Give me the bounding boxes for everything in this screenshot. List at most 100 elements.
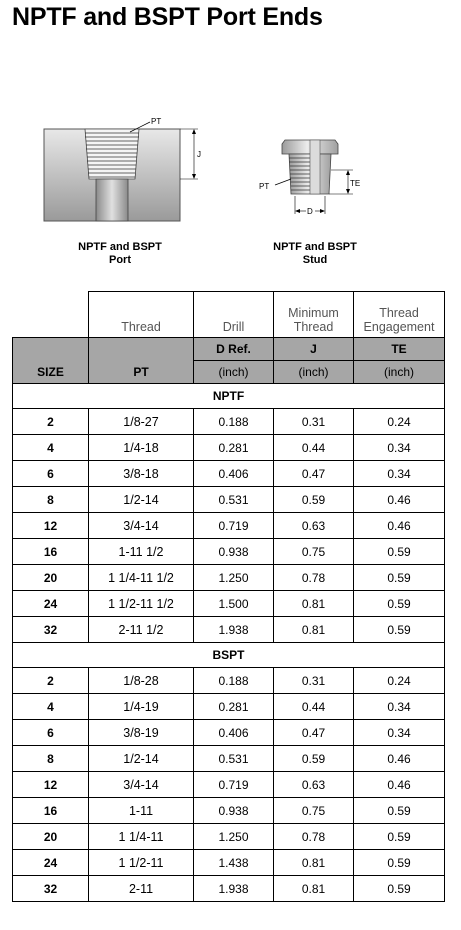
port-spec-table: Thread Drill Minimum Thread Thread Engagem… [12,291,445,902]
thread-cell: 2-11 1/2 [88,616,194,643]
te-cell: 0.59 [353,849,445,876]
thread-cell: 1 1/2-11 1/2 [88,590,194,617]
size-cell: 8 [12,486,89,513]
port-pt-label: PT [151,117,161,126]
table-row: 2 1/8-27 0.188 0.31 0.24 [12,408,445,435]
te-cell: 0.59 [353,797,445,824]
blank-cell [12,291,89,338]
section-header-bspt: BSPT [12,642,445,668]
table-row: 20 1 1/4-11 1.250 0.78 0.59 [12,823,445,850]
thread-cell: 1/2-14 [88,745,194,772]
te-cell: 0.59 [353,590,445,617]
thread-cell: 3/8-18 [88,460,194,487]
drill-cell: 0.406 [193,460,274,487]
te-cell: 0.46 [353,486,445,513]
port-j-label: J [197,150,201,159]
header-d-ref: D Ref. [193,337,274,361]
drill-cell: 0.719 [193,512,274,539]
minimum-thread-label: Minimum Thread [273,291,354,338]
te-cell: 0.34 [353,434,445,461]
thread-cell: 3/8-19 [88,719,194,746]
section-title: BSPT [12,642,445,668]
unit-te: (inch) [353,360,445,384]
j-cell: 0.78 [273,564,354,591]
drill-cell: 0.188 [193,408,274,435]
thread-cell: 1/4-18 [88,434,194,461]
j-cell: 0.81 [273,616,354,643]
stud-te-label: TE [350,179,360,188]
table-row: 8 1/2-14 0.531 0.59 0.46 [12,486,445,513]
te-cell: 0.59 [353,823,445,850]
section-header-nptf: NPTF [12,383,445,409]
size-cell: 32 [12,616,89,643]
size-cell: 8 [12,745,89,772]
thread-cell: 3/4-14 [88,512,194,539]
size-cell: 4 [12,434,89,461]
thread-cell: 1 1/4-11 1/2 [88,564,194,591]
table-row: 12 3/4-14 0.719 0.63 0.46 [12,512,445,539]
stud-d-label: D [307,207,313,216]
table-row: 12 3/4-14 0.719 0.63 0.46 [12,771,445,798]
thread-cell: 2-11 [88,875,194,902]
thread-cell: 1 1/2-11 [88,849,194,876]
te-cell: 0.59 [353,616,445,643]
te-cell: 0.34 [353,719,445,746]
j-cell: 0.44 [273,693,354,720]
j-cell: 0.63 [273,771,354,798]
header-j: J [273,337,354,361]
te-cell: 0.59 [353,875,445,902]
stud-pt-label: PT [259,182,269,191]
j-cell: 0.81 [273,875,354,902]
j-cell: 0.47 [273,460,354,487]
size-cell: 20 [12,564,89,591]
drill-cell: 0.938 [193,538,274,565]
te-cell: 0.46 [353,745,445,772]
size-cell: 16 [12,797,89,824]
table-row: 4 1/4-19 0.281 0.44 0.34 [12,693,445,720]
size-cell: 2 [12,667,89,694]
table-row: 2 1/8-28 0.188 0.31 0.24 [12,667,445,694]
table-row: 8 1/2-14 0.531 0.59 0.46 [12,745,445,772]
drill-cell: 0.719 [193,771,274,798]
drill-cell: 0.938 [193,797,274,824]
stud-diagram: PT TE D [259,139,360,216]
j-cell: 0.81 [273,590,354,617]
size-cell: 12 [12,512,89,539]
drill-cell: 0.188 [193,667,274,694]
port-diagram: PT J [43,117,201,222]
thread-engagement-label: Thread Engagement [353,291,445,338]
te-cell: 0.34 [353,460,445,487]
j-cell: 0.59 [273,745,354,772]
j-cell: 0.81 [273,849,354,876]
thread-label: Thread [88,291,194,338]
drill-cell: 0.531 [193,745,274,772]
j-cell: 0.78 [273,823,354,850]
drill-cell: 1.938 [193,616,274,643]
table-row: 4 1/4-18 0.281 0.44 0.34 [12,434,445,461]
table-row: 20 1 1/4-11 1/2 1.250 0.78 0.59 [12,564,445,591]
table-header-row: SIZE PT D Ref. J TE [12,337,445,384]
section-title: NPTF [12,383,445,409]
table-label-row: Thread Drill Minimum Thread Thread Engagem… [12,291,445,338]
drill-cell: 1.438 [193,849,274,876]
j-cell: 0.75 [273,538,354,565]
port-caption: NPTF and BSPT Port [78,241,162,266]
size-cell: 6 [12,460,89,487]
thread-cell: 3/4-14 [88,771,194,798]
table-row: 24 1 1/2-11 1/2 1.500 0.81 0.59 [12,590,445,617]
drill-cell: 1.500 [193,590,274,617]
te-cell: 0.46 [353,771,445,798]
size-cell: 24 [12,590,89,617]
drill-cell: 1.250 [193,823,274,850]
te-cell: 0.24 [353,667,445,694]
thread-cell: 1-11 1/2 [88,538,194,565]
drill-cell: 0.281 [193,693,274,720]
drill-cell: 1.250 [193,564,274,591]
unit-j: (inch) [273,360,354,384]
size-cell: 20 [12,823,89,850]
te-cell: 0.46 [353,512,445,539]
size-cell: 32 [12,875,89,902]
thread-cell: 1/2-14 [88,486,194,513]
table-row: 32 2-11 1/2 1.938 0.81 0.59 [12,616,445,643]
j-cell: 0.63 [273,512,354,539]
